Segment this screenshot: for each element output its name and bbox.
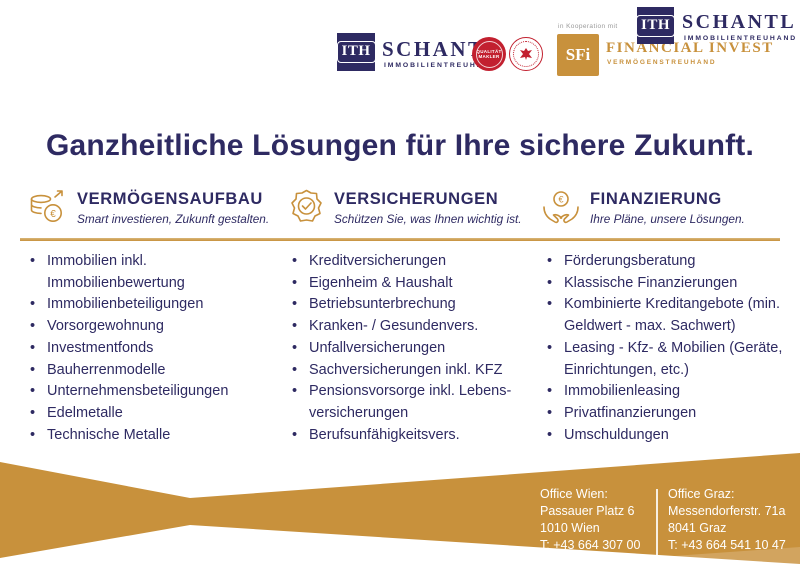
office-phone: T: +43 664 541 10 47 — [668, 538, 786, 552]
page-title: Ganzheitliche Lösungen für Ihre sichere … — [45, 129, 755, 162]
list-item: Technische Metalle — [30, 425, 268, 447]
financial-invest-wordmark: FINANCIAL INVEST — [606, 40, 774, 56]
office-city: 1010 Wien — [540, 521, 600, 535]
list-item: Klassische Finanzierungen — [547, 273, 789, 295]
section-header-vermoegensaufbau: € VERMÖGENSAUFBAU Smart investieren, Zuk… — [28, 188, 269, 231]
list-item: Kranken- / Gesundenvers. — [292, 316, 530, 338]
section-header-text: VERMÖGENSAUFBAU Smart investieren, Zukun… — [77, 188, 269, 226]
list-item: Vorsorgewohnung — [30, 316, 268, 338]
versicherungen-list: Kreditversicherungen Eigenheim & Haushal… — [292, 251, 530, 446]
section-heading: VERSICHERUNGEN — [334, 190, 499, 208]
financial-invest-subline: VERMÖGENSTREUHAND — [607, 59, 717, 66]
sfi-monogram: SFi — [565, 45, 591, 64]
footer-bowtie-shape — [0, 453, 800, 564]
list-item: Edelmetalle — [30, 403, 268, 425]
list-item: Investmentfonds — [30, 338, 268, 360]
vermoegensaufbau-list: Immobilien inkl. Immobilienbewertung Imm… — [30, 251, 268, 446]
quality-seal-icon: QUALITÄT MAKLER — [472, 37, 506, 71]
svg-text:€: € — [558, 195, 563, 205]
list-item: Immobilienbeteiligungen — [30, 294, 268, 316]
list-item: Bauherrenmodelle — [30, 360, 268, 382]
list-item: Förderungsberatung — [547, 251, 789, 273]
list-item: Umschuldungen — [547, 425, 789, 447]
office-wien-block: Office Wien: Passauer Platz 6 1010 Wien … — [540, 486, 652, 564]
office-city: 8041 Graz — [668, 521, 727, 535]
section-subtitle: Ihre Pläne, unsere Lösungen. — [590, 212, 745, 226]
office-phone: T: +43 664 307 00 09 — [540, 538, 641, 564]
section-subtitle: Schützen Sie, was Ihnen wichtig ist. — [334, 212, 522, 226]
office-street: Passauer Platz 6 — [540, 504, 635, 518]
list-item: Unternehmensbeteiligungen — [30, 381, 268, 403]
office-title: Office Wien: — [540, 487, 608, 501]
ith-logo-topright-icon: ITH — [636, 7, 676, 44]
sfi-logo-icon: SFi — [557, 34, 599, 76]
quality-seal-inner: QUALITÄT MAKLER — [475, 40, 503, 68]
schantl-subline: IMMOBILIENTREUHAND — [384, 62, 498, 69]
list-item: Eigenheim & Haushalt — [292, 273, 530, 295]
ith-monogram-topright: ITH — [636, 14, 676, 37]
section-subtitle: Smart investieren, Zukunft gestalten. — [77, 212, 270, 226]
list-item: Sachversicherungen inkl. KFZ — [292, 360, 530, 382]
section-heading: FINANZIERUNG — [590, 190, 722, 208]
hands-coin-icon: € — [541, 188, 581, 231]
list-item: Leasing - Kfz- & Mobilien (Geräte, Einri… — [547, 338, 789, 381]
list-item: Betriebsunterbrechung — [292, 294, 530, 316]
list-item: Immobilien inkl. Immobilienbewertung — [30, 251, 268, 294]
coat-of-arms-seal-icon — [509, 37, 543, 71]
coat-of-arms-ring — [513, 41, 539, 67]
office-street: Messendorferstr. 71a — [668, 504, 786, 518]
list-item: Berufsunfähigkeitsvers. — [292, 425, 530, 447]
schantl-subline-topright: IMMOBILIENTREUHAND — [684, 35, 798, 42]
office-title: Office Graz: — [668, 487, 735, 501]
office-graz-block: Office Graz: Messendorferstr. 71a 8041 G… — [668, 486, 793, 554]
coins-growth-icon: € — [28, 188, 68, 231]
ith-logo-icon: ITH — [336, 33, 376, 71]
section-header-text: FINANZIERUNG Ihre Pläne, unsere Lösungen… — [590, 188, 745, 226]
svg-text:€: € — [50, 209, 56, 220]
cooperation-note: in Kooperation mit — [558, 23, 618, 30]
list-item: Kreditversicherungen — [292, 251, 530, 273]
eagle-icon — [520, 48, 532, 60]
office-divider — [656, 489, 658, 555]
section-header-finanzierung: € FINANZIERUNG Ihre Pläne, unsere Lösung… — [541, 188, 745, 231]
header-logo-band: ITH SCHANTL IMMOBILIENTREUHAND QUALITÄT … — [0, 0, 800, 90]
section-header-text: VERSICHERUNGEN Schützen Sie, was Ihnen w… — [334, 188, 522, 226]
schantl-wordmark-topright: SCHANTL — [682, 11, 797, 33]
list-item: Privatfinanzierungen — [547, 403, 789, 425]
list-item: Kombinierte Kreditangebote (min. Geldwer… — [547, 294, 789, 337]
list-item: Unfallversicherungen — [292, 338, 530, 360]
shield-check-icon — [288, 188, 325, 231]
section-header-versicherungen: VERSICHERUNGEN Schützen Sie, was Ihnen w… — [288, 188, 522, 231]
section-heading: VERMÖGENSAUFBAU — [77, 190, 263, 208]
header-divider-rule — [20, 238, 780, 241]
finanzierung-list: Förderungsberatung Klassische Finanzieru… — [547, 251, 789, 446]
ith-monogram: ITH — [336, 41, 376, 63]
quality-seal-text2: MAKLER — [478, 54, 500, 59]
quality-seal-text1: QUALITÄT — [476, 49, 502, 54]
list-item: Pensionsvorsorge inkl. Lebens-versicheru… — [292, 381, 530, 424]
list-item: Immobilienleasing — [547, 381, 789, 403]
